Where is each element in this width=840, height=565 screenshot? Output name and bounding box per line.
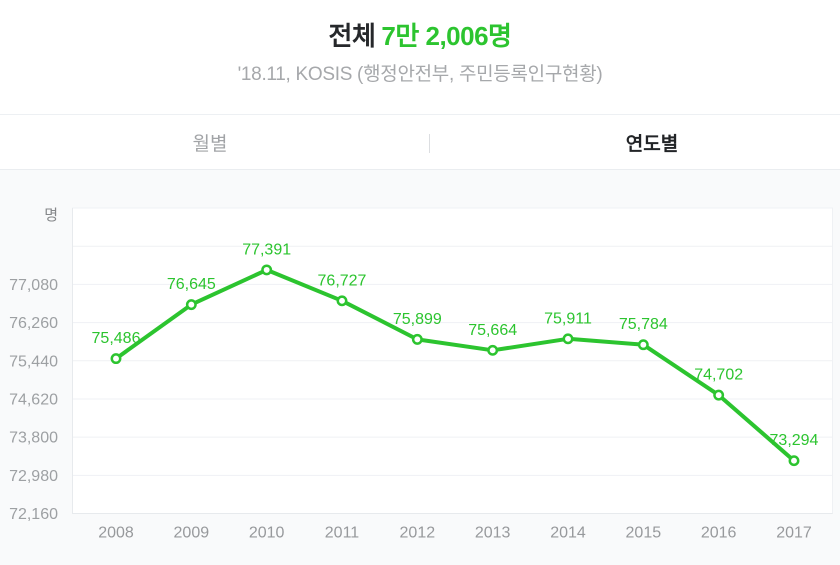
y-tick-label: 74,620 xyxy=(9,391,58,408)
period-tabbar: 월별 연도별 xyxy=(0,114,840,170)
data-point-2012[interactable] xyxy=(411,333,423,345)
value-label-2010: 77,391 xyxy=(242,241,291,258)
y-axis-unit-label: 명 xyxy=(44,207,58,224)
value-label-2017: 73,294 xyxy=(770,432,819,449)
value-label-2012: 75,899 xyxy=(393,311,442,328)
value-label-2014: 75,911 xyxy=(544,310,592,327)
value-label-2013: 75,664 xyxy=(468,322,517,339)
x-tick-label-2011: 2011 xyxy=(325,525,360,542)
y-tick-label: 73,800 xyxy=(9,430,58,447)
value-label-2016: 74,702 xyxy=(694,367,743,384)
value-label-2008: 75,486 xyxy=(92,330,141,347)
data-point-2010[interactable] xyxy=(261,264,273,276)
tab-yearly[interactable]: 연도별 xyxy=(625,133,679,155)
data-point-2013[interactable] xyxy=(487,344,499,356)
title-prefix: 전체 xyxy=(328,21,376,51)
data-point-2017[interactable] xyxy=(788,455,800,467)
line-chart: 명 77,080 76,260 75,440 74,620 73,800 72,980 72,… xyxy=(9,207,833,542)
data-point-2014[interactable] xyxy=(562,333,574,345)
x-tick-label-2014: 2014 xyxy=(550,525,586,542)
source-caption: '18.11, KOSIS (행정안전부, 주민등록인구현황) xyxy=(237,64,603,85)
data-point-2009[interactable] xyxy=(185,299,197,311)
x-tick-label-2013: 2013 xyxy=(475,525,511,542)
tab-monthly[interactable]: 월별 xyxy=(192,133,228,155)
x-tick-label-2009: 2009 xyxy=(174,525,210,542)
widget-header: 전체 7만 2,006명 '18.11, KOSIS (행정안전부, 주민등록인구… xyxy=(0,0,840,114)
page-title: 전체 7만 2,006명 xyxy=(0,16,840,53)
chart-line xyxy=(114,267,796,463)
y-tick-label: 77,080 xyxy=(9,277,58,294)
value-label-2015: 75,784 xyxy=(619,316,668,333)
data-point-2016[interactable] xyxy=(713,389,725,401)
data-point-2008[interactable] xyxy=(110,353,122,365)
data-point-2011[interactable] xyxy=(336,295,348,307)
data-point-2015[interactable] xyxy=(637,339,649,351)
x-tick-label-2012: 2012 xyxy=(400,525,436,542)
chart-section: 명 77,080 76,260 75,440 74,620 73,800 72,980 72,… xyxy=(0,170,840,565)
y-tick-label: 72,160 xyxy=(9,506,58,523)
x-tick-label-2010: 2010 xyxy=(249,525,285,542)
tab-divider xyxy=(429,134,430,153)
value-label-2011: 76,727 xyxy=(318,272,367,289)
value-label-2009: 76,645 xyxy=(167,276,216,293)
x-tick-label-2015: 2015 xyxy=(626,525,662,542)
x-tick-label-2017: 2017 xyxy=(776,525,812,542)
y-tick-label: 75,440 xyxy=(9,353,58,370)
y-tick-label: 72,980 xyxy=(9,468,58,485)
x-tick-label-2008: 2008 xyxy=(98,525,134,542)
title-value: 7만 2,006명 xyxy=(381,21,512,51)
y-tick-label: 76,260 xyxy=(9,315,58,332)
x-tick-label-2016: 2016 xyxy=(701,525,737,542)
